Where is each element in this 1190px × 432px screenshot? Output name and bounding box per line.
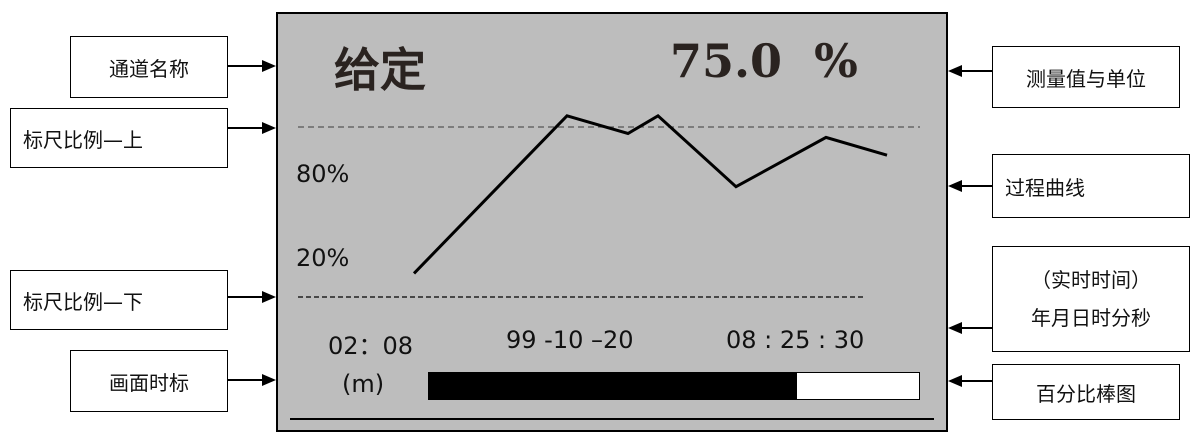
process-curve-line <box>414 116 887 274</box>
arrow-channel-name-head <box>262 60 276 72</box>
arrow-measurement-unit-head <box>948 65 962 77</box>
arrow-realtime-head <box>948 322 962 334</box>
arrow-process-curve-head <box>948 180 962 192</box>
arrow-screen-time-head <box>262 374 276 386</box>
arrow-scale-lower-head <box>262 291 276 303</box>
diagram-overlay <box>0 0 1190 423</box>
arrow-scale-upper-head <box>262 122 276 134</box>
arrow-percent-bar-head <box>948 375 962 387</box>
